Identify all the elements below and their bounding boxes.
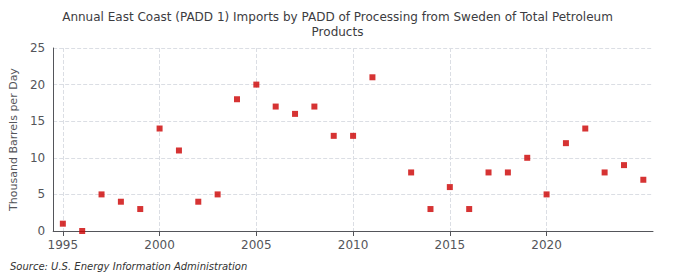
svg-text:2020: 2020 (531, 238, 562, 252)
svg-text:2005: 2005 (241, 238, 272, 252)
svg-text:Source: U.S. Energy Informatio: Source: U.S. Energy Information Administ… (10, 261, 247, 272)
svg-text:2010: 2010 (338, 238, 369, 252)
svg-text:Thousand Barrels per Day: Thousand Barrels per Day (7, 68, 20, 212)
svg-text:1995: 1995 (48, 238, 79, 252)
svg-text:5: 5 (38, 187, 46, 201)
svg-text:0: 0 (38, 224, 46, 238)
svg-text:2015: 2015 (435, 238, 466, 252)
svg-text:Products: Products (312, 25, 364, 39)
svg-text:2000: 2000 (144, 238, 175, 252)
svg-text:Annual East Coast (PADD 1) Imp: Annual East Coast (PADD 1) Imports by PA… (62, 10, 613, 24)
svg-text:25: 25 (30, 41, 45, 55)
svg-text:10: 10 (30, 151, 45, 165)
svg-text:20: 20 (30, 78, 45, 92)
svg-text:15: 15 (30, 114, 45, 128)
